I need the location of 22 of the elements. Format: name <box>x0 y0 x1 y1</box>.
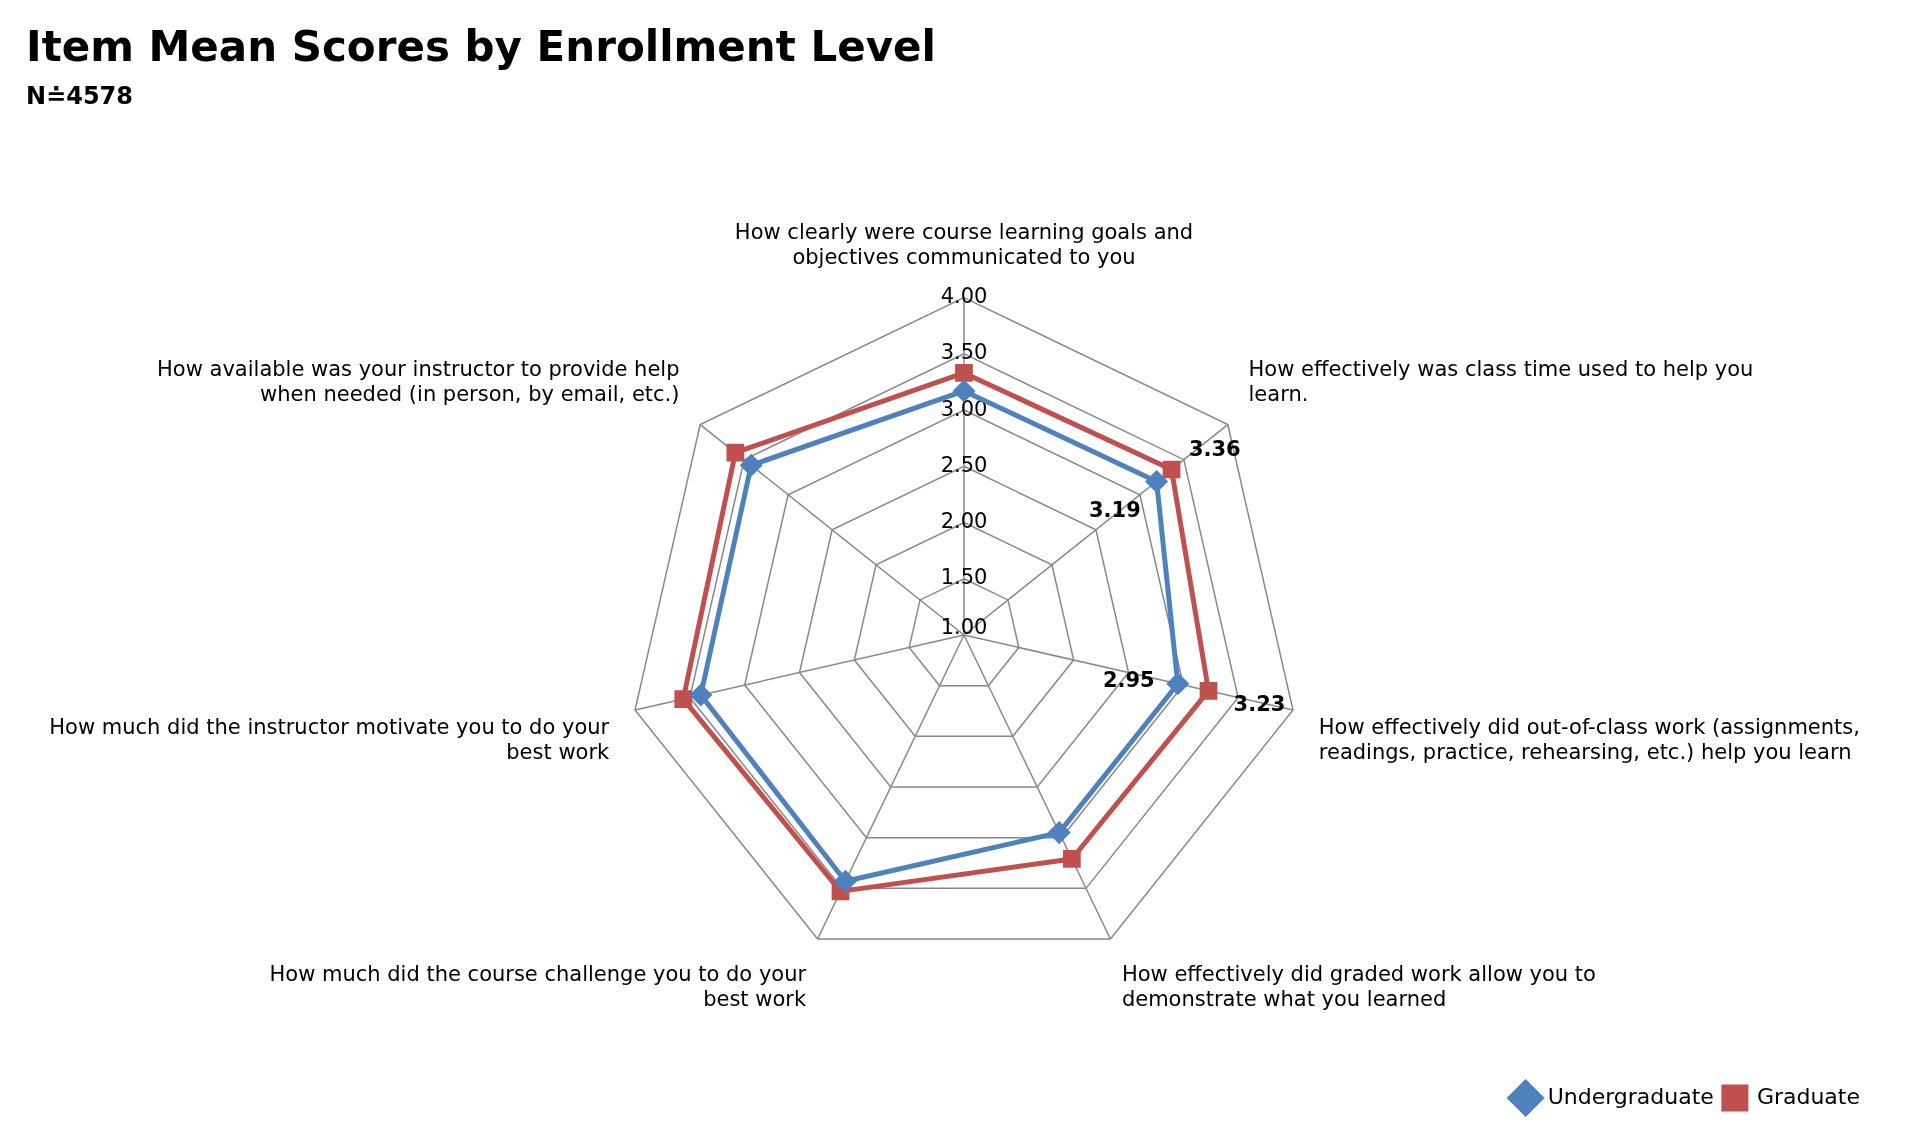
chart-title: Item Mean Scores by Enrollment Level <box>26 22 936 71</box>
spoke-label: How clearly were course learning goals and objectives communicated to you <box>734 219 1194 269</box>
data-label: 3.36 <box>1188 437 1241 462</box>
spoke-label: How much did the course challenge you to do your best work <box>269 961 807 1012</box>
y-tick-label: 3.50 <box>940 340 988 365</box>
data-label: 3.23 <box>1233 692 1286 717</box>
spoke-label: How effectively was class time used to help you learn. <box>1248 356 1754 406</box>
y-tick-label: 2.50 <box>940 452 988 477</box>
spoke-label: How available was your instructor to provide help when needed (in person, by email, etc.) <box>157 356 680 406</box>
spoke-label: How effectively did graded work allow you to demonstrate what you learned <box>1121 961 1596 1012</box>
chart-subtitle: N≐4578 <box>26 82 133 110</box>
data-label: 3.19 <box>1088 497 1141 522</box>
y-tick-label: 3.00 <box>940 396 988 421</box>
y-tick-label: 1.50 <box>940 565 988 590</box>
data-label: 2.95 <box>1102 667 1155 692</box>
spoke-label: How much did the instructor motivate you to do your best work <box>49 715 611 765</box>
spoke-label: How effectively did out-of-class work (assignments, readings, practice, rehearsing, etc.) help you learn <box>1318 715 1860 765</box>
y-tick-label: 2.00 <box>940 508 988 533</box>
legend-label: Undergraduate <box>1547 1083 1714 1109</box>
legend-label: Graduate <box>1756 1083 1860 1109</box>
y-tick-label: 4.00 <box>940 284 988 309</box>
y-tick-label: 1.00 <box>940 615 988 640</box>
